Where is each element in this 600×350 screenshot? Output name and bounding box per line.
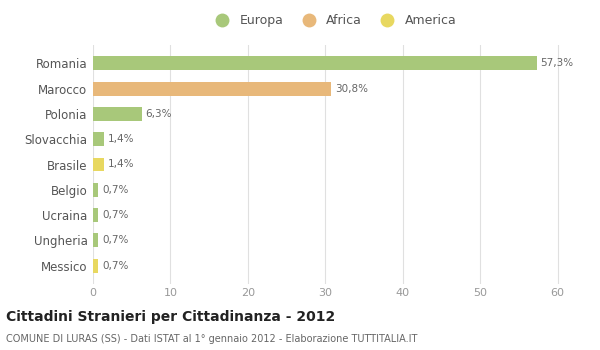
Text: 0,7%: 0,7% xyxy=(102,210,128,220)
Bar xyxy=(93,82,331,96)
Bar xyxy=(93,56,536,70)
Text: 0,7%: 0,7% xyxy=(102,261,128,271)
Text: COMUNE DI LURAS (SS) - Dati ISTAT al 1° gennaio 2012 - Elaborazione TUTTITALIA.I: COMUNE DI LURAS (SS) - Dati ISTAT al 1° … xyxy=(6,334,418,344)
Text: 0,7%: 0,7% xyxy=(102,185,128,195)
Bar xyxy=(93,132,104,146)
Text: 1,4%: 1,4% xyxy=(108,134,134,144)
Bar xyxy=(93,183,98,197)
Text: 0,7%: 0,7% xyxy=(102,236,128,245)
Text: Cittadini Stranieri per Cittadinanza - 2012: Cittadini Stranieri per Cittadinanza - 2… xyxy=(6,310,335,324)
Bar xyxy=(93,233,98,247)
Text: 6,3%: 6,3% xyxy=(146,109,172,119)
Bar xyxy=(93,107,142,121)
Text: 30,8%: 30,8% xyxy=(335,84,368,93)
Text: 57,3%: 57,3% xyxy=(541,58,574,68)
Bar xyxy=(93,259,98,273)
Bar xyxy=(93,208,98,222)
Text: 1,4%: 1,4% xyxy=(108,160,134,169)
Bar xyxy=(93,158,104,172)
Legend: Europa, Africa, America: Europa, Africa, America xyxy=(205,9,461,32)
